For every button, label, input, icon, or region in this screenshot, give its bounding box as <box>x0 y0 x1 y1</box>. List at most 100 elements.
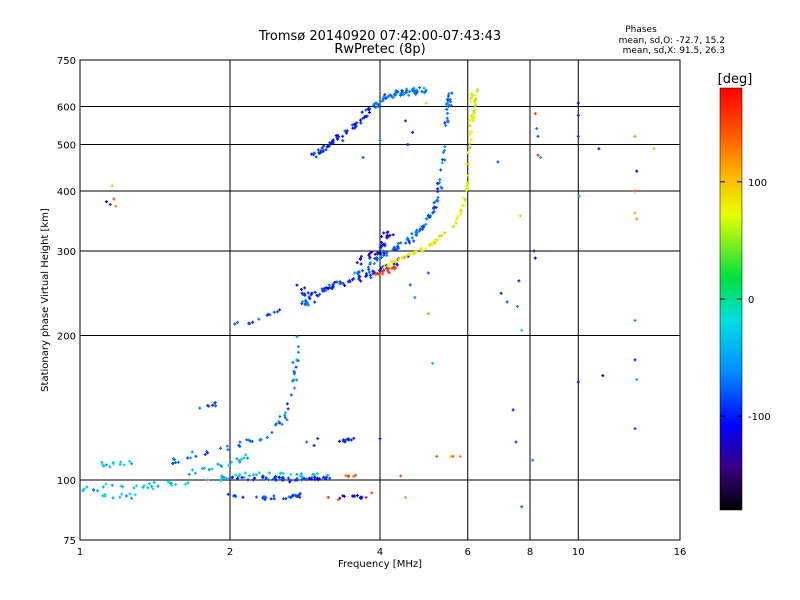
y-tick-label: 200 <box>57 332 76 343</box>
data-point <box>411 130 415 134</box>
data-point <box>411 251 415 255</box>
data-point <box>577 194 581 198</box>
y-tick-label: 75 <box>63 536 76 547</box>
data-point <box>389 259 393 263</box>
data-point <box>462 203 466 207</box>
data-point <box>419 246 423 250</box>
data-point <box>186 456 190 460</box>
data-point <box>333 280 337 284</box>
data-point <box>198 406 202 410</box>
data-point <box>237 443 241 447</box>
data-point <box>532 249 536 253</box>
data-point <box>244 453 248 457</box>
data-point <box>652 147 656 151</box>
data-point <box>386 230 390 234</box>
data-point <box>120 492 124 496</box>
data-point <box>216 462 220 466</box>
data-point <box>101 485 105 489</box>
data-point <box>295 335 299 339</box>
data-point <box>190 468 194 472</box>
data-point <box>278 308 282 312</box>
data-point <box>257 471 261 475</box>
data-point <box>449 454 453 458</box>
data-point <box>313 290 317 294</box>
data-point <box>121 485 125 489</box>
chart-subtitle: RwPretec (8p) <box>334 42 425 57</box>
data-point <box>285 402 289 406</box>
data-point <box>357 275 361 279</box>
data-point <box>128 492 132 496</box>
data-point <box>444 102 448 106</box>
data-point <box>379 246 383 250</box>
data-point <box>395 263 399 267</box>
data-point <box>464 187 468 191</box>
data-point <box>295 472 299 476</box>
data-point <box>463 197 467 201</box>
data-point <box>378 256 382 260</box>
data-point <box>431 361 435 365</box>
data-point <box>438 181 442 185</box>
data-point <box>285 418 289 422</box>
data-point <box>247 474 251 478</box>
data-point <box>391 247 395 251</box>
data-point <box>576 380 580 384</box>
data-point <box>344 473 348 477</box>
data-point <box>118 462 122 466</box>
data-point <box>455 217 459 221</box>
data-point <box>383 93 387 97</box>
data-point <box>303 286 307 290</box>
colorbar-ticks: 100 0 -100 <box>720 178 771 423</box>
data-point <box>423 90 427 94</box>
data-point <box>188 456 192 460</box>
data-point <box>239 457 243 461</box>
data-point <box>101 463 105 467</box>
data-point <box>635 217 639 221</box>
data-point <box>273 475 277 479</box>
data-point <box>576 113 580 117</box>
x-tick-label: 1 <box>77 547 83 558</box>
data-point <box>536 153 540 157</box>
data-point <box>378 251 382 255</box>
data-points <box>81 86 656 509</box>
data-point <box>228 476 232 480</box>
data-point <box>406 143 410 147</box>
data-point <box>146 486 150 490</box>
data-point <box>193 471 197 475</box>
data-point <box>283 411 287 415</box>
data-point <box>315 293 319 297</box>
data-point <box>446 101 450 105</box>
data-point <box>536 134 540 138</box>
data-point <box>378 437 382 441</box>
data-point <box>108 465 112 469</box>
data-point <box>533 256 537 260</box>
y-tick-label: 100 <box>57 476 76 487</box>
data-point <box>206 478 210 482</box>
data-point <box>122 463 126 467</box>
data-point <box>248 322 252 326</box>
data-point <box>230 475 234 479</box>
data-point <box>210 467 214 471</box>
data-point <box>295 494 299 498</box>
data-point <box>356 271 360 275</box>
data-point <box>279 477 283 481</box>
data-point <box>253 476 257 480</box>
data-point <box>298 474 302 478</box>
data-point <box>404 241 408 245</box>
data-point <box>347 475 351 479</box>
data-point <box>327 143 331 147</box>
data-point <box>385 236 389 240</box>
data-point <box>386 267 390 271</box>
data-point <box>317 477 321 481</box>
data-point <box>335 136 339 140</box>
data-point <box>446 119 450 123</box>
data-point <box>473 107 477 111</box>
data-point <box>350 123 354 127</box>
data-point <box>296 345 300 349</box>
data-point <box>331 284 335 288</box>
data-point <box>415 89 419 93</box>
data-point <box>403 119 407 123</box>
data-point <box>473 104 477 108</box>
y-tick-label: 300 <box>57 247 76 258</box>
data-point <box>312 151 316 155</box>
data-point <box>469 138 473 142</box>
